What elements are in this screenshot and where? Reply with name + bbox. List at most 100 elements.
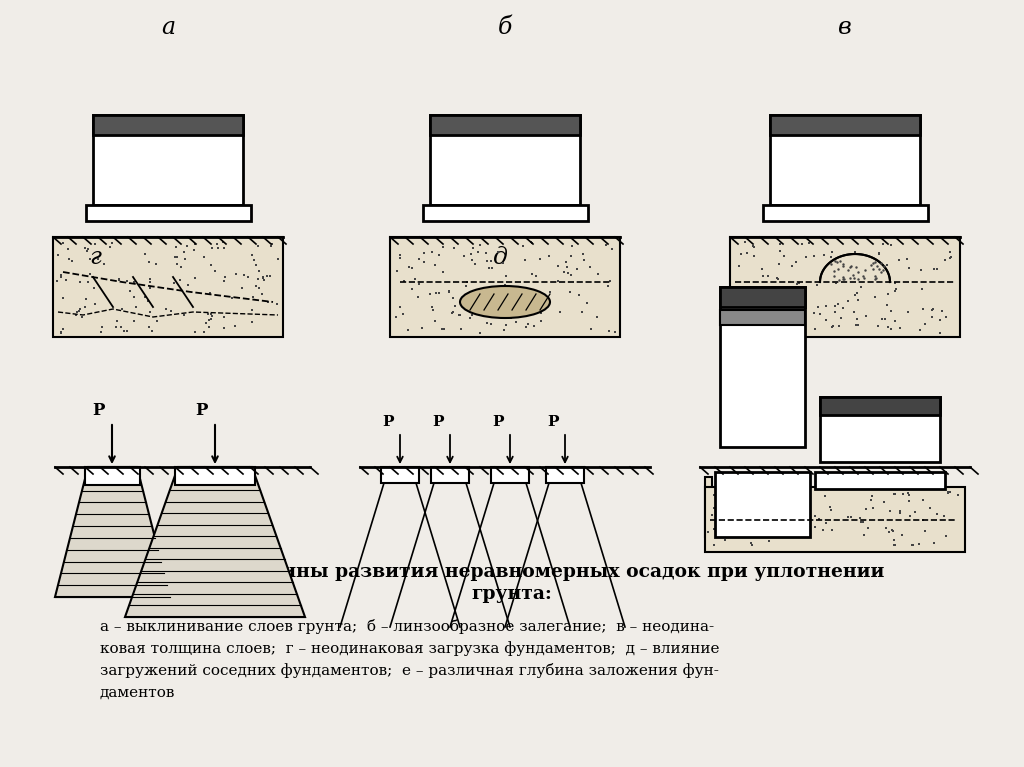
Polygon shape bbox=[770, 115, 920, 205]
Point bbox=[815, 524, 831, 536]
Point bbox=[849, 312, 865, 324]
Point bbox=[834, 262, 850, 275]
Point bbox=[563, 269, 580, 281]
Point bbox=[452, 308, 468, 321]
Point bbox=[261, 270, 278, 282]
Point bbox=[204, 310, 220, 322]
Point bbox=[904, 539, 921, 551]
Point bbox=[391, 252, 408, 264]
Point bbox=[870, 248, 887, 260]
Point bbox=[427, 258, 443, 271]
Point bbox=[824, 320, 841, 332]
Point bbox=[113, 321, 129, 333]
Point bbox=[508, 316, 524, 328]
Point bbox=[215, 311, 231, 323]
Polygon shape bbox=[423, 205, 588, 221]
Polygon shape bbox=[720, 287, 805, 307]
Point bbox=[395, 308, 412, 320]
Polygon shape bbox=[820, 254, 890, 282]
Point bbox=[163, 305, 179, 318]
Point bbox=[168, 258, 184, 271]
Point bbox=[801, 237, 817, 249]
Point bbox=[416, 256, 432, 268]
Point bbox=[924, 304, 940, 317]
Point bbox=[746, 498, 763, 510]
Point bbox=[187, 272, 204, 284]
Point bbox=[173, 262, 189, 274]
Point bbox=[936, 510, 952, 522]
Point bbox=[866, 291, 883, 303]
Point bbox=[126, 276, 142, 288]
Point bbox=[876, 238, 892, 250]
Point bbox=[900, 487, 916, 499]
Point bbox=[840, 295, 856, 308]
Point bbox=[883, 323, 899, 335]
Point bbox=[807, 323, 823, 335]
Polygon shape bbox=[125, 467, 305, 617]
Point bbox=[924, 311, 940, 324]
Point bbox=[768, 301, 784, 314]
Point bbox=[204, 242, 220, 254]
Point bbox=[833, 312, 849, 324]
Point bbox=[268, 298, 285, 310]
Point bbox=[602, 275, 618, 287]
Point bbox=[55, 292, 72, 304]
Point bbox=[570, 288, 587, 301]
Point bbox=[142, 281, 159, 294]
Point bbox=[776, 250, 793, 262]
Point bbox=[860, 522, 877, 535]
Point bbox=[827, 300, 844, 312]
Point bbox=[517, 291, 534, 304]
Point bbox=[531, 253, 548, 265]
Point bbox=[254, 288, 270, 301]
Point bbox=[589, 311, 605, 323]
Text: е: е bbox=[858, 136, 872, 159]
Point bbox=[444, 291, 461, 304]
Point bbox=[785, 498, 802, 510]
Point bbox=[706, 489, 722, 501]
Point bbox=[929, 508, 945, 520]
Point bbox=[729, 490, 745, 502]
Polygon shape bbox=[820, 397, 940, 462]
Point bbox=[912, 265, 929, 277]
Point bbox=[785, 301, 802, 314]
Point bbox=[500, 307, 516, 319]
Point bbox=[880, 321, 896, 333]
Point bbox=[143, 325, 160, 337]
Text: а: а bbox=[161, 15, 175, 38]
Polygon shape bbox=[720, 310, 805, 325]
Point bbox=[794, 528, 810, 540]
Point bbox=[811, 513, 827, 525]
Point bbox=[483, 262, 500, 275]
Point bbox=[940, 486, 956, 499]
Point bbox=[435, 241, 452, 253]
Point bbox=[507, 288, 523, 301]
Point bbox=[787, 255, 804, 268]
Point bbox=[781, 512, 798, 524]
Text: б: б bbox=[498, 15, 512, 38]
Point bbox=[870, 320, 887, 332]
Point bbox=[498, 319, 514, 331]
Point bbox=[802, 514, 818, 526]
Point bbox=[445, 305, 462, 318]
Point bbox=[737, 295, 754, 308]
Point bbox=[251, 265, 267, 278]
Point bbox=[256, 274, 272, 286]
Ellipse shape bbox=[460, 286, 550, 318]
Point bbox=[224, 292, 241, 304]
Point bbox=[758, 321, 774, 334]
Point bbox=[453, 322, 469, 334]
Point bbox=[915, 494, 932, 506]
Point bbox=[255, 272, 271, 284]
Point bbox=[53, 271, 70, 283]
Text: P: P bbox=[493, 415, 504, 429]
Point bbox=[781, 489, 798, 501]
Point bbox=[203, 312, 219, 324]
Point bbox=[717, 521, 733, 533]
Text: Рис. 1.  Причины развития неравномерных осадок при уплотнении: Рис. 1. Причины развития неравномерных о… bbox=[139, 563, 885, 581]
Point bbox=[80, 275, 96, 288]
Point bbox=[176, 246, 193, 258]
Point bbox=[101, 240, 118, 252]
Point bbox=[400, 324, 417, 336]
Point bbox=[865, 502, 882, 514]
